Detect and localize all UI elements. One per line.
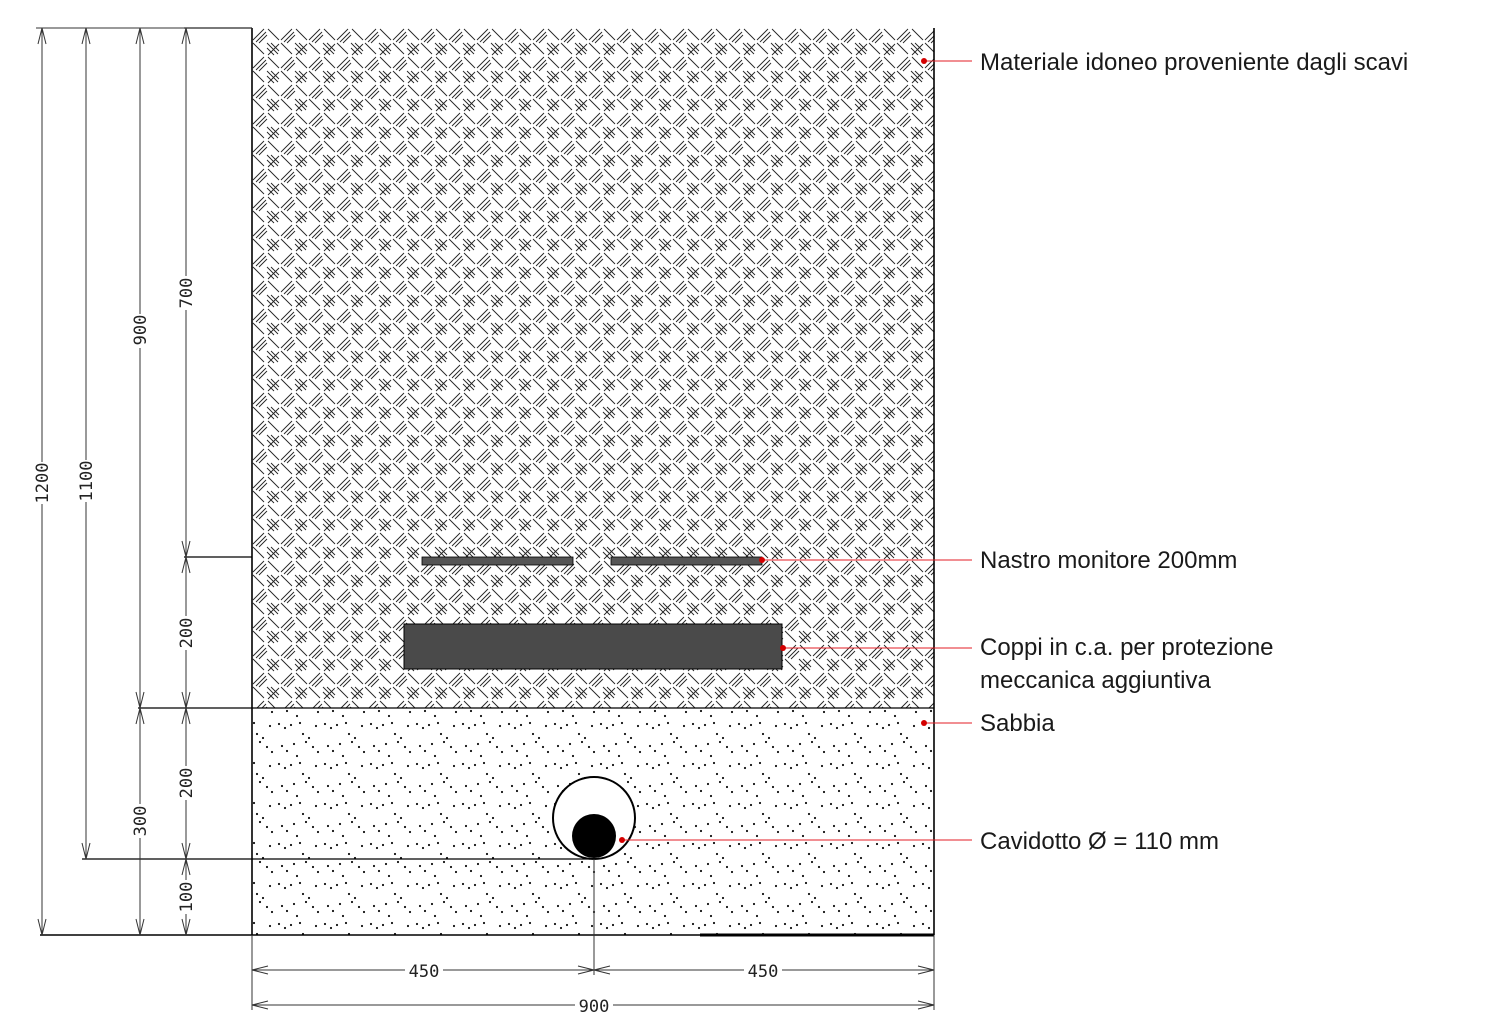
label-concrete-tiles-line1: Coppi in c.a. per protezione: [980, 634, 1274, 661]
conduit: [552, 776, 636, 860]
leader-lines: [622, 60, 972, 841]
horizontal-dimensions: [251, 859, 935, 1010]
label-conduit: Cavidotto Ø = 110 mm: [980, 828, 1219, 855]
dim-1200: 1200: [33, 463, 53, 504]
fill-material-layer: [252, 28, 934, 708]
dim-200-lower: 200: [177, 768, 197, 799]
leader-dots: [619, 58, 927, 843]
concrete-tiles: [403, 623, 783, 670]
vertical-dimensions: [36, 27, 252, 935]
dim-450-right: 450: [748, 962, 779, 982]
dim-700: 700: [177, 278, 197, 309]
dim-450-left: 450: [409, 962, 440, 982]
dim-100: 100: [177, 882, 197, 913]
horizontal-dimension-labels: 450 450 900: [405, 960, 782, 1012]
dim-300: 300: [131, 806, 151, 837]
dim-900-width: 900: [579, 997, 610, 1012]
dim-900: 900: [131, 315, 151, 346]
trench-outline: [40, 27, 935, 937]
vertical-dimension-labels: 1200 1100 900 700 200 300 200 100: [33, 276, 197, 914]
label-concrete-tiles-line2: meccanica aggiuntiva: [980, 667, 1211, 694]
dim-200-upper: 200: [177, 618, 197, 649]
label-warning-tape: Nastro monitore 200mm: [980, 547, 1237, 574]
label-sand: Sabbia: [980, 710, 1055, 737]
vertical-dimension-arrows: [37, 27, 191, 936]
dim-1100: 1100: [77, 461, 97, 502]
label-fill-material: Materiale idoneo proveniente dagli scavi: [980, 49, 1408, 76]
